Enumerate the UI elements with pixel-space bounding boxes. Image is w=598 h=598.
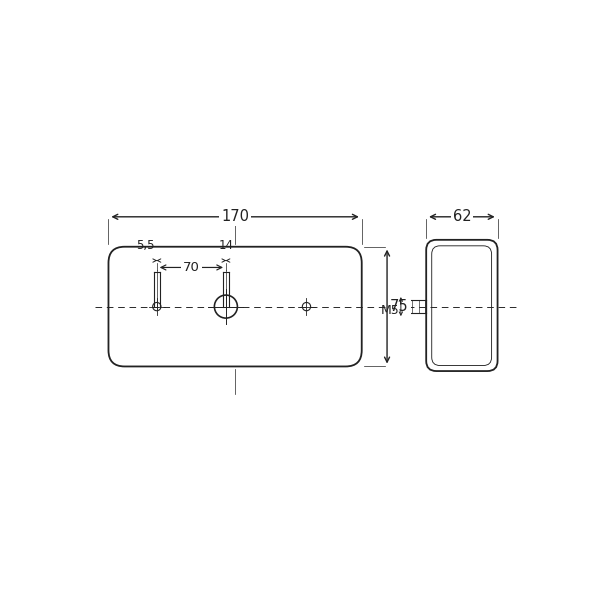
Text: 5,5: 5,5 (136, 239, 154, 252)
Text: 14: 14 (218, 239, 233, 252)
Text: 62: 62 (453, 209, 471, 224)
FancyBboxPatch shape (432, 246, 492, 365)
Text: 170: 170 (221, 209, 249, 224)
FancyBboxPatch shape (426, 240, 498, 371)
FancyBboxPatch shape (108, 247, 362, 367)
Text: 75: 75 (390, 299, 409, 314)
Text: 70: 70 (183, 261, 200, 274)
Text: M5: M5 (381, 304, 399, 317)
